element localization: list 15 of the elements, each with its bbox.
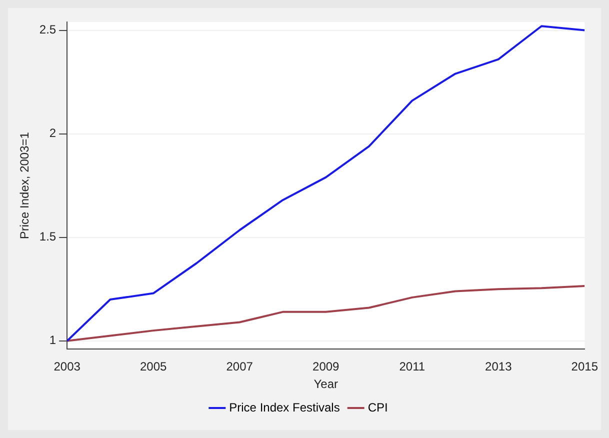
x-tick-label: 2007 — [226, 360, 254, 374]
y-tick-label: 1 — [49, 333, 56, 348]
x-tick-label: 2003 — [54, 360, 81, 374]
x-tick-label: 2015 — [571, 360, 598, 374]
y-tick-label: 2.5 — [39, 22, 56, 37]
y-tick-label: 2 — [49, 126, 56, 140]
x-tick-label: 2013 — [485, 360, 512, 374]
x-tick-label: 2009 — [312, 360, 340, 374]
legend-label: CPI — [368, 400, 388, 414]
x-axis-title: Year — [314, 377, 338, 392]
x-tick-label: 2005 — [140, 360, 168, 374]
y-axis-title: Price Index, 2003=1 — [18, 132, 32, 240]
legend-label: Price Index Festivals — [229, 400, 340, 414]
y-tick-label: 1.5 — [39, 230, 56, 244]
x-tick-label: 2011 — [399, 360, 426, 374]
